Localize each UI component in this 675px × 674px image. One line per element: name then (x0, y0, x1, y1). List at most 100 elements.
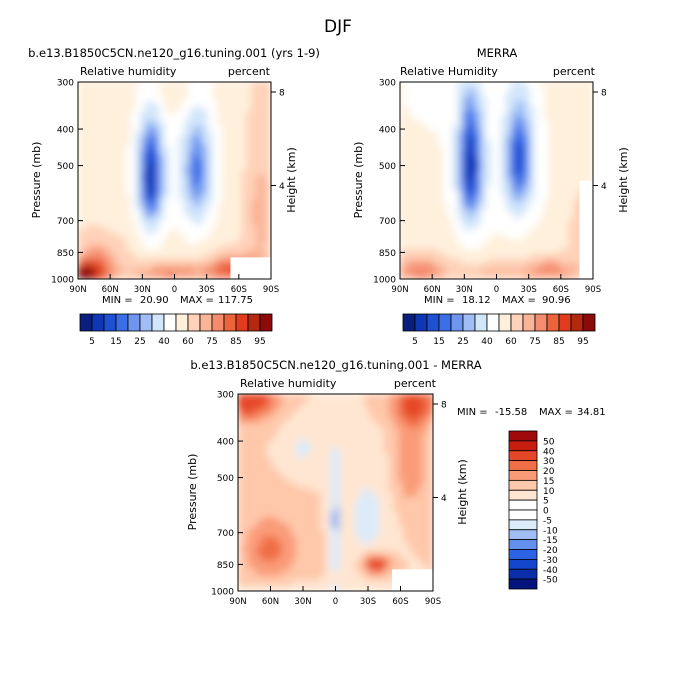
colorbar-swatch (508, 509, 538, 521)
colorbar-swatch (402, 313, 416, 332)
panel-obs-min-value: 18.12 (462, 295, 491, 306)
colorbar-swatch (259, 313, 273, 332)
ytick-label: 850 (379, 249, 396, 259)
colorbar-label: -20 (543, 546, 558, 556)
colorbar-label: -5 (543, 516, 552, 526)
panel-obs-title: MERRA (477, 46, 518, 60)
ytick-label: 1000 (51, 276, 74, 286)
ytick-label: 500 (217, 474, 234, 484)
colorbar-swatch (139, 313, 153, 332)
ytick-label: 500 (379, 162, 396, 172)
colorbar-swatch (508, 479, 538, 491)
colorbar-swatch (235, 313, 249, 332)
xtick-label: 0 (333, 597, 338, 607)
colorbar-swatch (450, 313, 464, 332)
colorbar-swatch (474, 313, 488, 332)
colorbar-label: 20 (543, 467, 555, 477)
ytick-label: 700 (57, 217, 74, 227)
contour-field (78, 82, 271, 279)
colorbar-swatch (508, 529, 538, 541)
panel-diff-right-label: percent (394, 377, 437, 390)
panel-model-left-label: Relative humidity (80, 65, 177, 78)
xtick-label: 90N (69, 285, 86, 295)
colorbar-label: 40 (158, 337, 170, 347)
colorbar-label: 15 (110, 337, 121, 347)
ytick-label: 700 (379, 217, 396, 227)
xtick-label: 60N (424, 285, 441, 295)
colorbar-swatch (508, 519, 538, 531)
panel-model-max-value: 117.75 (218, 295, 253, 306)
panel-model-min-label: MIN = (102, 295, 133, 306)
colorbar-swatch (508, 499, 538, 511)
panel-model-min-value: 20.90 (140, 295, 169, 306)
panel-obs-min-label: MIN = (424, 295, 455, 306)
contour-field (400, 82, 593, 279)
panel-obs-right-label: percent (553, 65, 596, 78)
y2tick-label: 8 (279, 89, 285, 99)
colorbar-swatch (223, 313, 237, 332)
ytick-label: 1000 (373, 276, 396, 286)
colorbar-swatch (211, 313, 225, 332)
colorbar-swatch (522, 313, 536, 332)
colorbar-swatch (175, 313, 189, 332)
colorbar-label: 95 (577, 337, 588, 347)
colorbar-label: -15 (543, 536, 558, 546)
panel-diff-min-label: MIN = (457, 407, 488, 418)
panel-model-ylabel: Pressure (mb) (30, 142, 43, 219)
ytick-label: 700 (217, 529, 234, 539)
panel-diff-max-value: 34.81 (577, 407, 606, 418)
xtick-label: 30S (199, 285, 215, 295)
colorbar-swatch (199, 313, 213, 332)
colorbar-swatch (438, 313, 452, 332)
colorbar-swatch (582, 313, 596, 332)
colorbar-label: 15 (433, 337, 444, 347)
xtick-label: 30S (360, 597, 376, 607)
colorbar-label: 0 (543, 507, 549, 517)
xtick-label: 60S (231, 285, 247, 295)
contour-field (238, 394, 433, 591)
xtick-label: 0 (172, 285, 177, 295)
xtick-label: 90S (263, 285, 279, 295)
colorbar-label: 5 (89, 337, 95, 347)
xtick-label: 60S (553, 285, 569, 295)
ytick-label: 850 (217, 561, 234, 571)
colorbar-swatch (414, 313, 428, 332)
colorbar-label: 75 (206, 337, 217, 347)
panel-obs-max-value: 90.96 (542, 295, 571, 306)
panel-obs-colorbar: 5 15 25 40 60 75 85 95 (402, 313, 596, 347)
colorbar-swatch (510, 313, 524, 332)
colorbar-swatch (558, 313, 572, 332)
panel-model-max-label: MAX = (180, 295, 214, 306)
colorbar-label: 50 (543, 437, 555, 447)
missing-data-mask (392, 569, 433, 591)
panel-diff-left-label: Relative humidity (240, 377, 337, 390)
colorbar-swatch (115, 313, 129, 332)
colorbar-swatch (570, 313, 584, 332)
colorbar-label: 5 (543, 497, 549, 507)
panel-model-y2label: Height (km) (285, 147, 298, 213)
panel-model-title: b.e13.B1850C5CN.ne120_g16.tuning.001 (yr… (28, 46, 320, 60)
colorbar-label: 95 (254, 337, 265, 347)
panel-obs-ylabel: Pressure (mb) (352, 142, 365, 219)
ytick-label: 300 (217, 391, 234, 401)
colorbar-swatch (508, 578, 538, 590)
ytick-label: 400 (217, 438, 234, 448)
colorbar-swatch (79, 313, 93, 332)
panel-obs-y2label: Height (km) (617, 147, 630, 213)
colorbar-swatch (508, 430, 538, 442)
colorbar-swatch (103, 313, 117, 332)
y2tick-label: 8 (601, 89, 607, 99)
colorbar-swatch (127, 313, 141, 332)
colorbar-label: 40 (543, 447, 555, 457)
panel-obs: MERRA Relative Humidity percent 30040050… (352, 46, 630, 347)
colorbar-swatch (498, 313, 512, 332)
colorbar-label: -40 (543, 566, 558, 576)
ytick-label: 400 (379, 126, 396, 136)
colorbar-label: 75 (529, 337, 540, 347)
colorbar-swatch (247, 313, 261, 332)
panel-diff: b.e13.B1850C5CN.ne120_g16.tuning.001 - M… (186, 358, 606, 607)
colorbar-label: 85 (230, 337, 241, 347)
xtick-label: 60N (102, 285, 119, 295)
colorbar-label: 60 (505, 337, 517, 347)
